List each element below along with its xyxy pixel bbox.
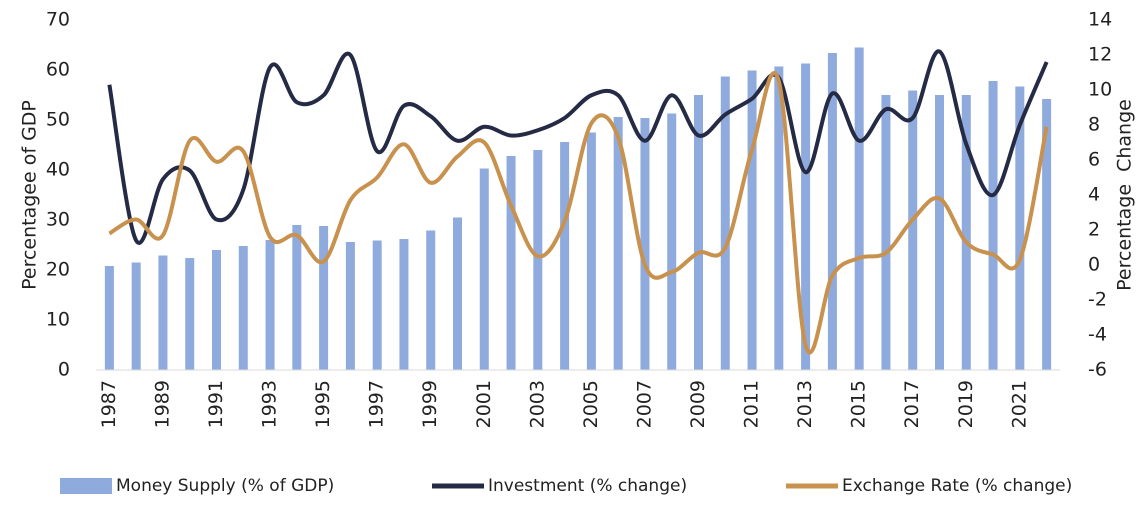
y-tick-label: 60 <box>46 59 70 81</box>
x-tick-label: 1997 <box>366 380 388 428</box>
x-tick-label: 2017 <box>901 380 923 428</box>
x-tick-label: 1989 <box>151 380 173 428</box>
bar <box>319 226 329 370</box>
bar <box>1015 86 1025 370</box>
legend-swatch <box>60 478 112 494</box>
y-axis-title: Percentagee of GDP <box>19 100 41 290</box>
x-tick-label: 2019 <box>955 380 977 428</box>
bar <box>292 225 302 370</box>
bar <box>560 142 570 370</box>
y-tick-label: 20 <box>46 259 70 281</box>
bar <box>988 81 998 370</box>
y2-axis-title: Percentage Change <box>1114 99 1136 291</box>
x-tick-label: 2009 <box>687 380 709 428</box>
bar <box>238 246 248 370</box>
bar <box>774 66 784 370</box>
y2-tick-label: 14 <box>1088 9 1112 31</box>
bar <box>854 47 864 370</box>
bar <box>935 95 944 370</box>
legend-label: Exchange Rate (% change) <box>842 476 1072 496</box>
bar <box>399 239 409 370</box>
y2-tick-label: 10 <box>1088 79 1112 101</box>
bar <box>345 242 355 370</box>
bar <box>104 266 114 370</box>
y2-tick-label: 8 <box>1088 114 1100 136</box>
bar <box>881 95 891 370</box>
bar <box>694 95 703 370</box>
x-tick-label: 2013 <box>794 380 816 428</box>
x-tick-label: 1991 <box>205 380 227 428</box>
bar <box>212 250 221 370</box>
bar <box>667 113 677 370</box>
bar <box>1042 99 1052 370</box>
x-tick-label: 2005 <box>580 380 602 428</box>
bar <box>640 118 650 370</box>
y-tick-label: 50 <box>46 109 70 131</box>
y2-tick-label: 12 <box>1088 44 1112 66</box>
bar <box>426 230 436 370</box>
y2-tick-label: -6 <box>1088 359 1107 381</box>
legend-label: Money Supply (% of GDP) <box>116 476 334 496</box>
y2-tick-label: 6 <box>1088 149 1100 171</box>
x-tick-label: 1999 <box>419 380 441 428</box>
x-tick-label: 1995 <box>312 380 334 428</box>
y2-tick-label: 4 <box>1088 184 1100 206</box>
bar <box>131 262 141 370</box>
x-tick-label: 2021 <box>1008 380 1030 428</box>
y2-tick-label: 2 <box>1088 219 1100 241</box>
line <box>108 71 1049 355</box>
bar <box>506 156 516 370</box>
y-tick-label: 0 <box>58 359 70 381</box>
legend-label: Investment (% change) <box>488 476 687 496</box>
bar <box>908 90 918 370</box>
bar <box>265 240 275 370</box>
x-tick-label: 2011 <box>741 380 763 428</box>
y-tick-label: 40 <box>46 159 70 181</box>
x-tick-label: 2007 <box>633 380 655 428</box>
y2-tick-label: -2 <box>1088 289 1107 311</box>
bar <box>613 117 623 370</box>
x-tick-label: 2001 <box>473 380 495 428</box>
bar <box>961 95 971 370</box>
bar <box>372 240 382 370</box>
y2-tick-label: 0 <box>1088 254 1100 276</box>
bar <box>479 168 489 370</box>
y-tick-label: 70 <box>46 9 70 31</box>
y-tick-label: 10 <box>46 309 70 331</box>
bar <box>453 217 462 370</box>
line <box>107 49 1049 245</box>
bar <box>747 70 757 370</box>
x-tick-label: 1993 <box>259 380 281 428</box>
bar <box>158 255 168 370</box>
y-tick-label: 30 <box>46 209 70 231</box>
bar <box>185 258 195 370</box>
bar <box>720 76 730 370</box>
bar <box>827 53 837 370</box>
x-tick-label: 2003 <box>526 380 548 428</box>
x-tick-label: 2015 <box>848 380 870 428</box>
x-tick-label: 1987 <box>98 380 120 428</box>
bar <box>801 63 811 370</box>
y2-tick-label: -4 <box>1088 324 1107 346</box>
bar <box>533 150 543 370</box>
bar <box>586 132 596 370</box>
